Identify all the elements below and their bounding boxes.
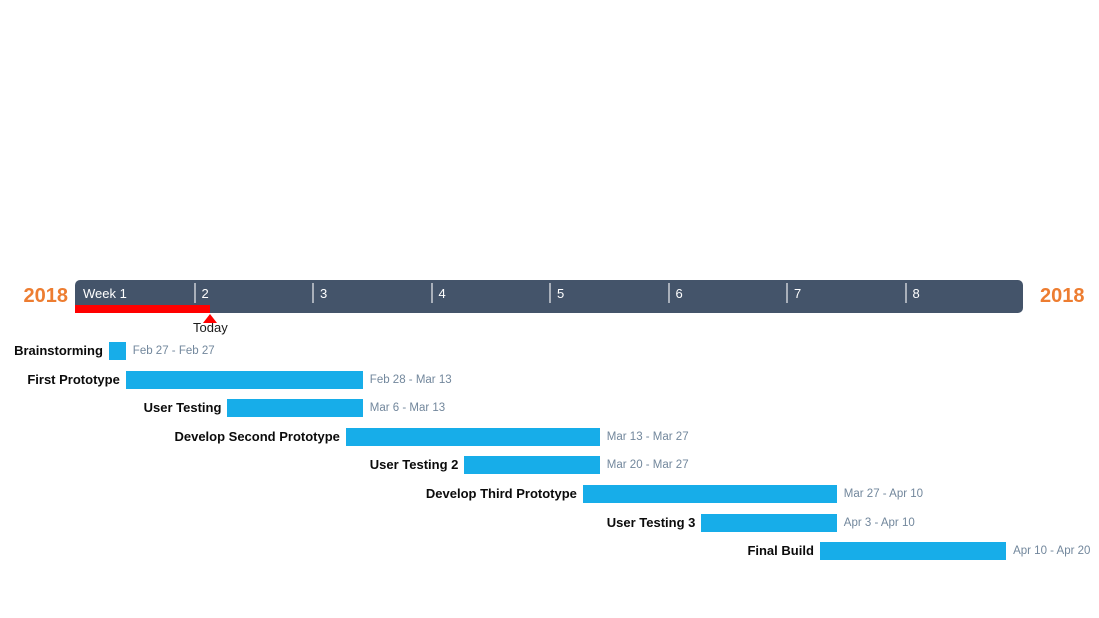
task-dates-develop-second-prototype: Mar 13 - Mar 27 — [606, 430, 689, 443]
today-progress-bar[interactable] — [75, 305, 211, 313]
task-label-develop-second-prototype: Develop Second Prototype — [174, 428, 340, 444]
task-dates-user-testing: Mar 6 - Mar 13 — [369, 402, 446, 415]
week-tick-2 — [193, 283, 196, 303]
week-label-7: 7 — [794, 286, 802, 301]
task-dates-user-testing-2: Mar 20 - Mar 27 — [606, 459, 689, 472]
week-label-5: 5 — [557, 286, 565, 301]
task-bar-develop-second-prototype[interactable] — [345, 427, 600, 446]
task-dates-brainstorming: Feb 27 - Feb 27 — [132, 345, 215, 357]
task-bar-user-testing-3[interactable] — [701, 513, 837, 532]
task-dates-final-build: Apr 10 - Apr 20 — [1013, 545, 1091, 558]
task-label-user-testing-3: User Testing 3 — [606, 514, 696, 530]
today-label: Today — [193, 320, 228, 335]
task-bar-first-prototype[interactable] — [125, 370, 363, 389]
task-label-user-testing-2: User Testing 2 — [369, 457, 459, 473]
week-label-1: Week 1 — [83, 286, 127, 301]
task-bar-final-build[interactable] — [819, 542, 1007, 561]
task-label-first-prototype: First Prototype — [27, 371, 120, 387]
task-dates-user-testing-3: Apr 3 - Apr 10 — [843, 516, 915, 529]
task-bar-user-testing-2[interactable] — [464, 456, 600, 475]
week-label-2: 2 — [201, 286, 209, 301]
task-bar-user-testing[interactable] — [227, 399, 363, 418]
week-label-4: 4 — [438, 286, 446, 301]
week-tick-3 — [312, 283, 314, 303]
timeline-header-bar[interactable]: Week 1 2 3 4 5 6 7 8 — [75, 280, 1023, 313]
week-label-8: 8 — [912, 286, 920, 301]
task-label-develop-third-prototype: Develop Third Prototype — [425, 486, 577, 501]
week-tick-7 — [786, 283, 788, 303]
week-tick-8 — [904, 283, 907, 303]
task-bar-brainstorming[interactable] — [108, 342, 126, 360]
task-label-user-testing: User Testing — [143, 400, 222, 416]
year-label-left: 2018 — [23, 285, 69, 307]
year-label-right: 2018 — [1040, 285, 1085, 307]
week-tick-4 — [430, 283, 433, 303]
today-marker-icon — [203, 314, 218, 323]
task-bar-develop-third-prototype[interactable] — [582, 485, 837, 503]
week-tick-5 — [549, 283, 551, 303]
week-tick-6 — [667, 283, 670, 303]
week-label-3: 3 — [320, 286, 328, 301]
task-dates-first-prototype: Feb 28 - Mar 13 — [369, 373, 452, 386]
week-label-6: 6 — [675, 286, 683, 301]
task-dates-develop-third-prototype: Mar 27 - Apr 10 — [843, 488, 924, 500]
task-label-final-build: Final Build — [747, 543, 814, 559]
task-label-brainstorming: Brainstorming — [14, 343, 103, 358]
